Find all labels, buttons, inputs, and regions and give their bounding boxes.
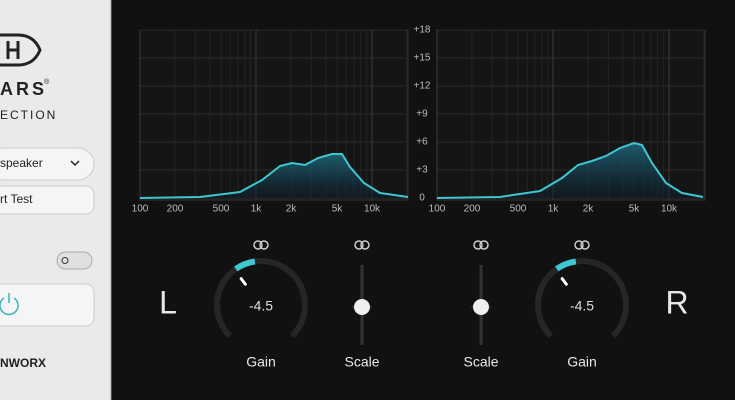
link-icon[interactable] — [473, 240, 483, 250]
test-button[interactable] — [0, 185, 95, 215]
freq-label: 100 — [132, 204, 149, 215]
brand-mark: ® — [44, 78, 50, 86]
link-icon — [479, 240, 489, 250]
freq-label: 200 — [464, 204, 481, 215]
db-label: +3 — [416, 165, 428, 176]
channel-label: R — [665, 284, 688, 320]
slider-label: Scale — [344, 354, 379, 370]
power-button[interactable] — [0, 283, 95, 327]
slider-thumb[interactable] — [354, 299, 370, 315]
knob-value: -4.5 — [249, 298, 273, 314]
spectrum-curve — [436, 141, 704, 199]
freq-label: 1k — [548, 204, 560, 215]
toggle-knob — [61, 257, 69, 264]
link-icon — [259, 240, 269, 250]
output-dropdown[interactable] — [0, 147, 95, 181]
freq-label: 10k — [661, 204, 678, 215]
subtitle: ECTION — [0, 108, 57, 122]
db-label: +15 — [414, 53, 431, 64]
slider-thumb[interactable] — [473, 299, 489, 315]
chevron — [70, 160, 80, 167]
link-icon[interactable] — [253, 240, 263, 250]
knob-label: Gain — [567, 354, 597, 370]
link-icon[interactable] — [354, 240, 364, 250]
freq-label: 100 — [429, 204, 446, 215]
freq-label: 2k — [583, 204, 595, 215]
db-label: +12 — [414, 81, 431, 92]
knob-track[interactable] — [214, 258, 308, 339]
knob-pointer — [239, 277, 247, 286]
db-label: 0 — [419, 193, 425, 204]
knob-value: -4.5 — [570, 298, 594, 314]
knob-pointer — [560, 277, 568, 286]
freq-label: 5k — [332, 204, 344, 215]
knob-value-arc — [234, 258, 256, 272]
knob-track[interactable] — [535, 258, 629, 339]
knob-value-arc — [555, 258, 577, 272]
db-label: +18 — [414, 25, 431, 36]
link-icon[interactable] — [574, 240, 584, 250]
db-label: +6 — [416, 137, 428, 148]
spectrum-fill — [437, 143, 703, 198]
freq-label: 10k — [364, 204, 381, 215]
test-button-text: rt Test — [0, 192, 33, 206]
freq-label: 200 — [167, 204, 184, 215]
channel-label: L — [159, 284, 177, 320]
spectrum-curve — [139, 153, 409, 199]
freq-label: 2k — [286, 204, 298, 215]
brand: ARS — [0, 79, 47, 99]
link-icon — [360, 240, 370, 250]
freq-label: 500 — [213, 204, 230, 215]
toggle[interactable] — [56, 251, 93, 270]
freq-label: 5k — [629, 204, 641, 215]
footer-brand: NWORX — [0, 356, 46, 370]
db-label: +9 — [416, 109, 428, 120]
link-icon — [580, 240, 590, 250]
knob-label: Gain — [246, 354, 276, 370]
logo — [0, 33, 42, 67]
dropdown-text: speaker — [0, 156, 43, 170]
power-icon — [0, 297, 19, 316]
spectrum-fill — [140, 154, 408, 198]
slider-label: Scale — [463, 354, 498, 370]
freq-label: 1k — [251, 204, 263, 215]
freq-label: 500 — [510, 204, 527, 215]
